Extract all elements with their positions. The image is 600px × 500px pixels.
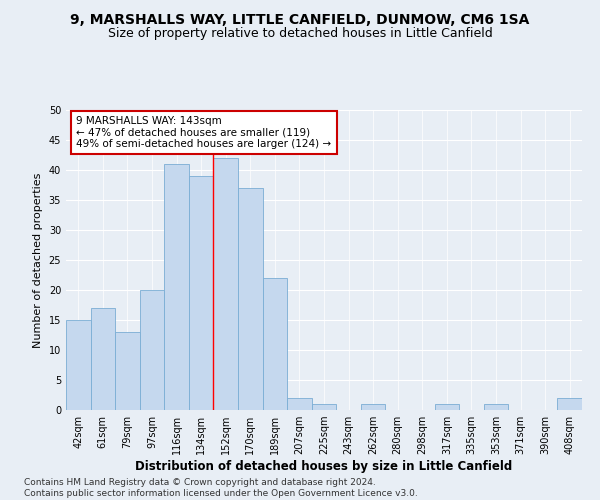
Bar [214,158,238,410]
Bar [361,404,385,410]
X-axis label: Distribution of detached houses by size in Little Canfield: Distribution of detached houses by size … [136,460,512,473]
Bar [287,398,312,410]
Bar [238,188,263,410]
Bar [312,404,336,410]
Text: Contains HM Land Registry data © Crown copyright and database right 2024.
Contai: Contains HM Land Registry data © Crown c… [24,478,418,498]
Y-axis label: Number of detached properties: Number of detached properties [33,172,43,348]
Bar [115,332,140,410]
Bar [434,404,459,410]
Bar [164,164,189,410]
Bar [140,290,164,410]
Bar [557,398,582,410]
Bar [484,404,508,410]
Text: 9 MARSHALLS WAY: 143sqm
← 47% of detached houses are smaller (119)
49% of semi-d: 9 MARSHALLS WAY: 143sqm ← 47% of detache… [76,116,331,149]
Bar [66,320,91,410]
Bar [91,308,115,410]
Text: 9, MARSHALLS WAY, LITTLE CANFIELD, DUNMOW, CM6 1SA: 9, MARSHALLS WAY, LITTLE CANFIELD, DUNMO… [70,12,530,26]
Bar [263,278,287,410]
Text: Size of property relative to detached houses in Little Canfield: Size of property relative to detached ho… [107,28,493,40]
Bar [189,176,214,410]
